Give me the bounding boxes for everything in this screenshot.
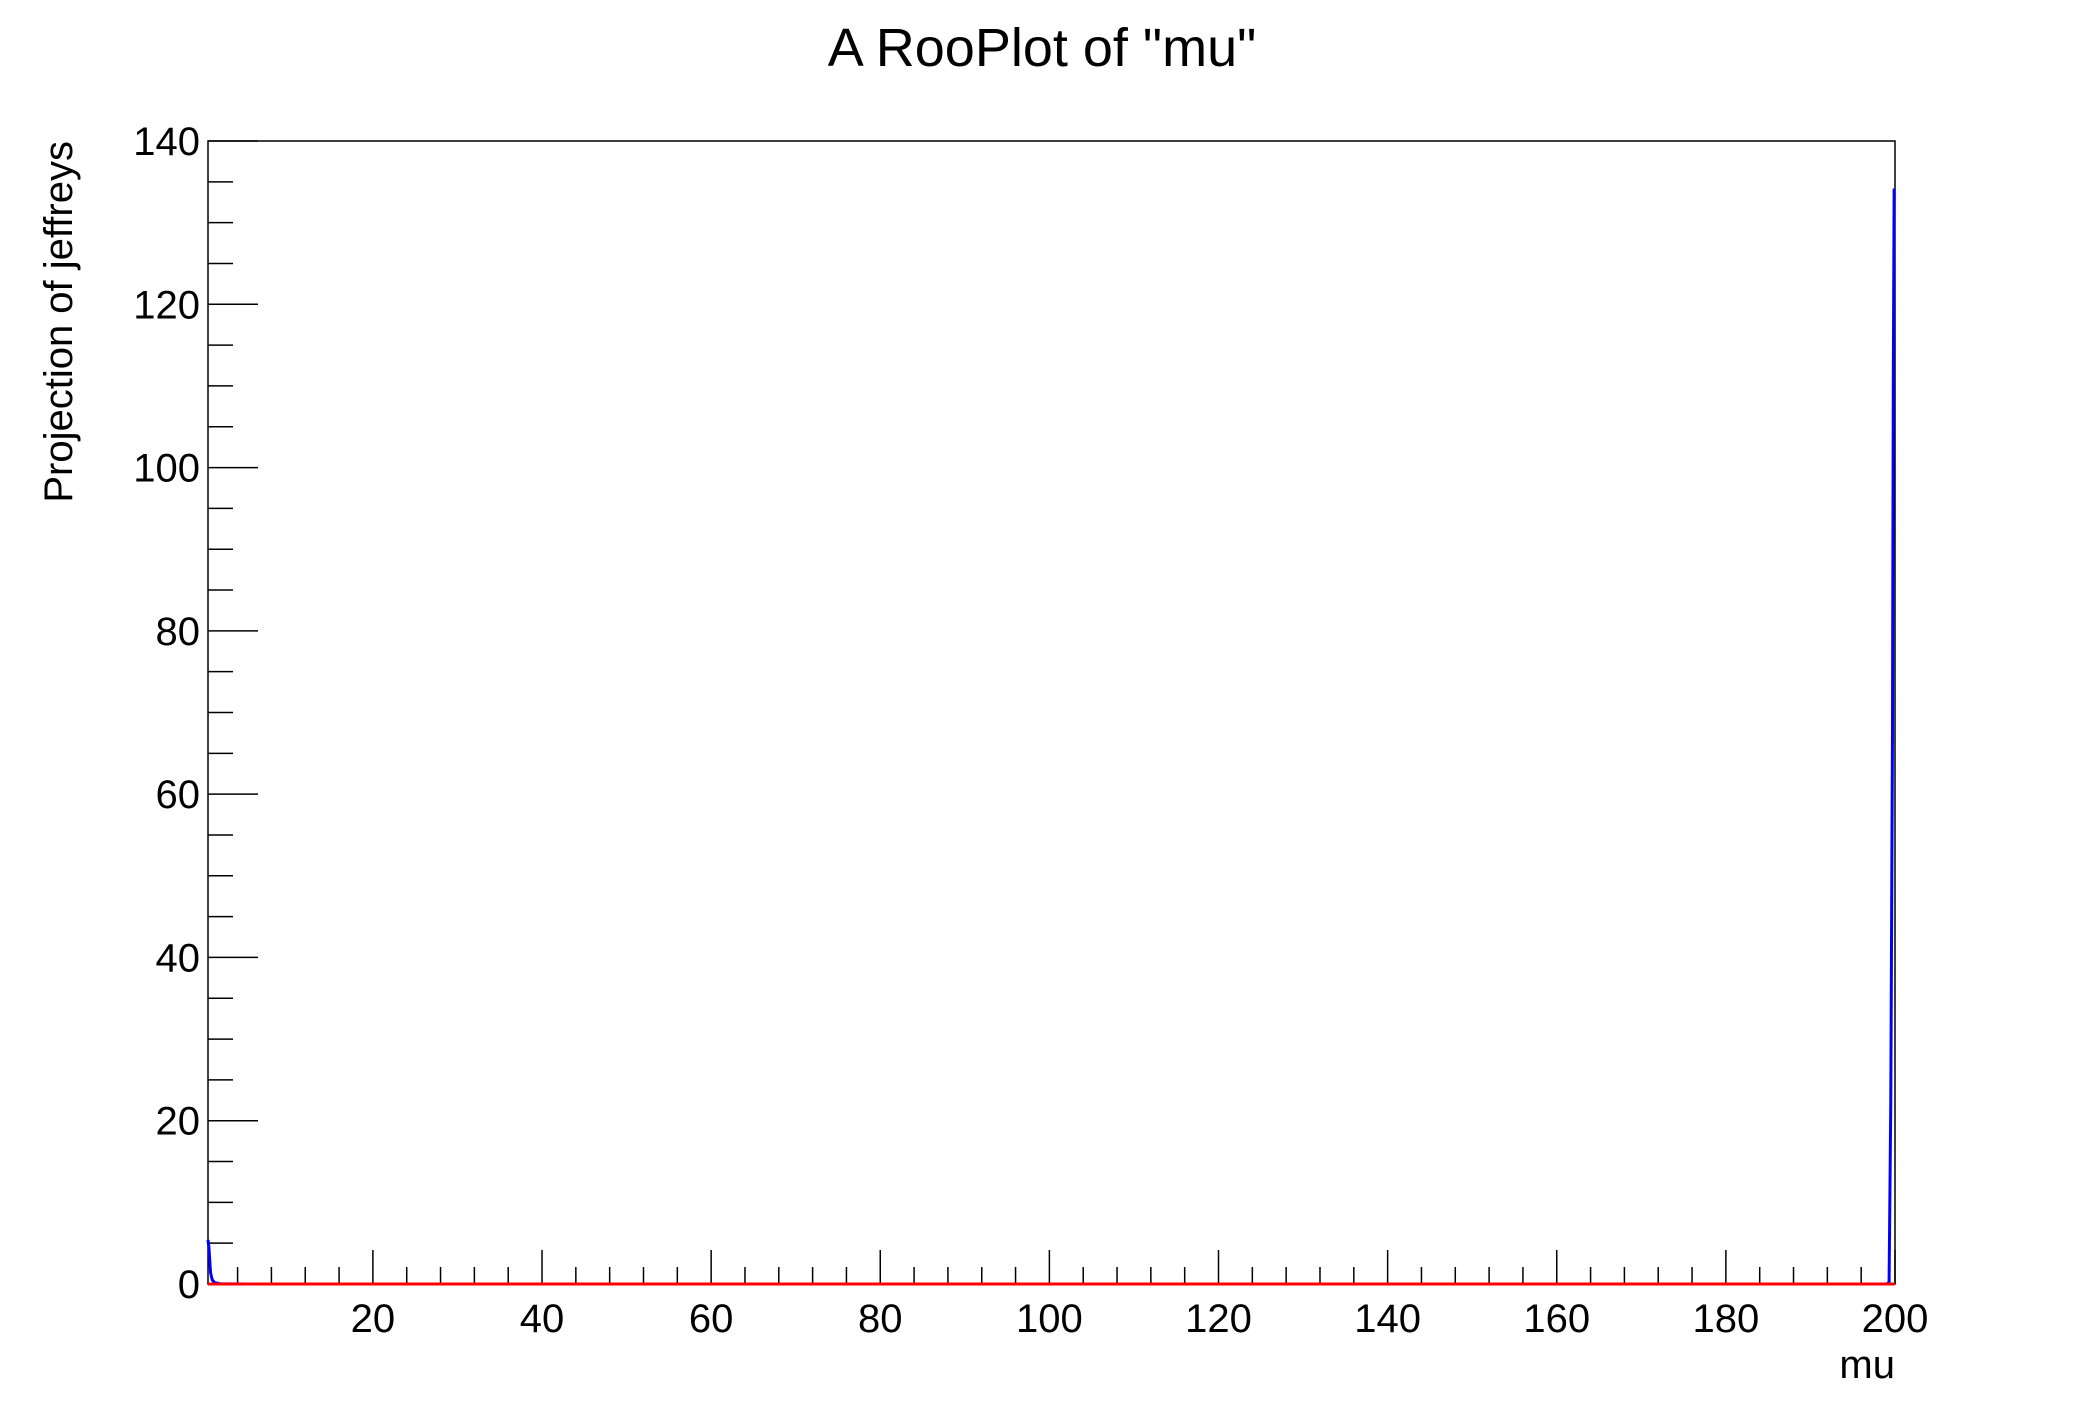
x-tick-label: 80	[858, 1297, 903, 1341]
x-tick-label: 60	[689, 1297, 734, 1341]
chart-title: A RooPlot of "mu"	[828, 18, 1257, 78]
x-tick-label: 100	[1016, 1297, 1083, 1341]
y-tick-label: 120	[133, 283, 200, 327]
y-axis-label: Projection of jeffreys	[37, 141, 81, 503]
x-tick-label: 180	[1693, 1297, 1760, 1341]
y-tick-label: 80	[156, 610, 201, 654]
series-line-1	[206, 188, 1896, 1286]
x-axis-label: mu	[1839, 1343, 1895, 1387]
y-tick-label: 40	[156, 936, 201, 980]
y-tick-label: 140	[133, 120, 200, 164]
x-tick-label: 160	[1523, 1297, 1590, 1341]
y-tick-label: 100	[133, 447, 200, 491]
x-tick-label: 20	[351, 1297, 396, 1341]
x-tick-label: 40	[520, 1297, 565, 1341]
x-tick-label: 120	[1185, 1297, 1252, 1341]
x-tick-label: 140	[1354, 1297, 1421, 1341]
y-tick-label: 60	[156, 773, 201, 817]
x-tick-label: 200	[1862, 1297, 1929, 1341]
data-series	[206, 188, 1896, 1286]
y-tick-label: 20	[156, 1100, 201, 1144]
plot-frame	[207, 140, 1896, 1285]
axis-ticks: 20 40 60 80 100 120 140 160 180 200 0 20 40 60 80 100 12…	[133, 120, 1928, 1341]
y-tick-label: 0	[178, 1263, 200, 1307]
